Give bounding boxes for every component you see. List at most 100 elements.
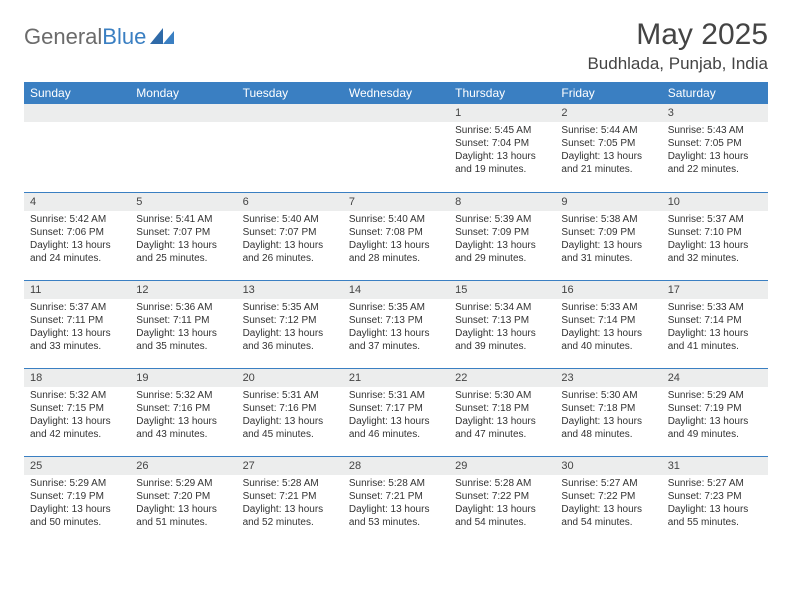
sunrise-text: Sunrise: 5:28 AM	[455, 477, 549, 490]
calendar-day-cell: 10Sunrise: 5:37 AMSunset: 7:10 PMDayligh…	[662, 192, 768, 280]
sunrise-text: Sunrise: 5:30 AM	[455, 389, 549, 402]
day-number: 10	[662, 192, 768, 211]
sunset-text: Sunset: 7:06 PM	[30, 226, 124, 239]
daylight-line1: Daylight: 13 hours	[349, 503, 443, 516]
day-number: 14	[343, 280, 449, 299]
day-details: Sunrise: 5:38 AMSunset: 7:09 PMDaylight:…	[555, 211, 661, 271]
day-details: Sunrise: 5:30 AMSunset: 7:18 PMDaylight:…	[555, 387, 661, 447]
daylight-line2: and 29 minutes.	[455, 252, 549, 265]
weekday-header: Sunday	[24, 82, 130, 104]
daylight-line2: and 43 minutes.	[136, 428, 230, 441]
day-details: Sunrise: 5:33 AMSunset: 7:14 PMDaylight:…	[662, 299, 768, 359]
day-number: 28	[343, 456, 449, 475]
sunrise-text: Sunrise: 5:27 AM	[668, 477, 762, 490]
sunset-text: Sunset: 7:14 PM	[668, 314, 762, 327]
daylight-line1: Daylight: 13 hours	[243, 327, 337, 340]
daylight-line2: and 42 minutes.	[30, 428, 124, 441]
calendar-week-row: 25Sunrise: 5:29 AMSunset: 7:19 PMDayligh…	[24, 456, 768, 544]
day-details: Sunrise: 5:45 AMSunset: 7:04 PMDaylight:…	[449, 122, 555, 182]
day-number	[343, 104, 449, 122]
sunrise-text: Sunrise: 5:44 AM	[561, 124, 655, 137]
daylight-line2: and 22 minutes.	[668, 163, 762, 176]
sunrise-text: Sunrise: 5:29 AM	[30, 477, 124, 490]
daylight-line2: and 49 minutes.	[668, 428, 762, 441]
calendar-week-row: 11Sunrise: 5:37 AMSunset: 7:11 PMDayligh…	[24, 280, 768, 368]
day-number: 26	[130, 456, 236, 475]
calendar-day-cell: 29 Sunrise: 5:28 AMSunset: 7:22 PMDayligh…	[449, 456, 555, 544]
calendar-day-cell: 15Sunrise: 5:34 AMSunset: 7:13 PMDayligh…	[449, 280, 555, 368]
sunset-text: Sunset: 7:11 PM	[30, 314, 124, 327]
calendar-day-cell: 20Sunrise: 5:31 AMSunset: 7:16 PMDayligh…	[237, 368, 343, 456]
calendar-day-cell	[343, 104, 449, 192]
daylight-line2: and 37 minutes.	[349, 340, 443, 353]
daylight-line2: and 51 minutes.	[136, 516, 230, 529]
daylight-line1: Daylight: 13 hours	[455, 415, 549, 428]
sunset-text: Sunset: 7:22 PM	[455, 490, 549, 503]
day-number: 30	[555, 456, 661, 475]
calendar-day-cell: 11Sunrise: 5:37 AMSunset: 7:11 PMDayligh…	[24, 280, 130, 368]
daylight-line2: and 46 minutes.	[349, 428, 443, 441]
day-details: Sunrise: 5:28 AMSunset: 7:21 PMDaylight:…	[237, 475, 343, 535]
daylight-line1: Daylight: 13 hours	[455, 239, 549, 252]
day-number: 25	[24, 456, 130, 475]
daylight-line1: Daylight: 13 hours	[668, 503, 762, 516]
sunset-text: Sunset: 7:05 PM	[561, 137, 655, 150]
day-details: Sunrise: 5:31 AMSunset: 7:16 PMDaylight:…	[237, 387, 343, 447]
daylight-line2: and 26 minutes.	[243, 252, 337, 265]
calendar-day-cell: 1Sunrise: 5:45 AMSunset: 7:04 PMDaylight…	[449, 104, 555, 192]
daylight-line1: Daylight: 13 hours	[136, 239, 230, 252]
daylight-line2: and 54 minutes.	[455, 516, 549, 529]
calendar-day-cell: 26Sunrise: 5:29 AMSunset: 7:20 PMDayligh…	[130, 456, 236, 544]
sunset-text: Sunset: 7:13 PM	[455, 314, 549, 327]
sunset-text: Sunset: 7:18 PM	[455, 402, 549, 415]
sunrise-text: Sunrise: 5:45 AM	[455, 124, 549, 137]
calendar-week-row: 1Sunrise: 5:45 AMSunset: 7:04 PMDaylight…	[24, 104, 768, 192]
daylight-line2: and 32 minutes.	[668, 252, 762, 265]
day-number	[237, 104, 343, 122]
calendar-day-cell: 23Sunrise: 5:30 AMSunset: 7:18 PMDayligh…	[555, 368, 661, 456]
day-details: Sunrise: 5:43 AMSunset: 7:05 PMDaylight:…	[662, 122, 768, 182]
day-number: 13	[237, 280, 343, 299]
weekday-header: Saturday	[662, 82, 768, 104]
calendar-week-row: 18Sunrise: 5:32 AMSunset: 7:15 PMDayligh…	[24, 368, 768, 456]
brand-text-1: General	[24, 24, 102, 50]
day-details: Sunrise: 5:34 AMSunset: 7:13 PMDaylight:…	[449, 299, 555, 359]
daylight-line1: Daylight: 13 hours	[455, 503, 549, 516]
sunrise-text: Sunrise: 5:28 AM	[349, 477, 443, 490]
day-details: Sunrise: 5:31 AMSunset: 7:17 PMDaylight:…	[343, 387, 449, 447]
sunset-text: Sunset: 7:09 PM	[561, 226, 655, 239]
day-details: Sunrise: 5:35 AMSunset: 7:13 PMDaylight:…	[343, 299, 449, 359]
daylight-line1: Daylight: 13 hours	[668, 150, 762, 163]
brand-text-2: Blue	[102, 24, 146, 50]
sunrise-text: Sunrise: 5:33 AM	[668, 301, 762, 314]
day-number	[24, 104, 130, 122]
calendar-day-cell: 24Sunrise: 5:29 AMSunset: 7:19 PMDayligh…	[662, 368, 768, 456]
calendar-day-cell: 5Sunrise: 5:41 AMSunset: 7:07 PMDaylight…	[130, 192, 236, 280]
sunset-text: Sunset: 7:20 PM	[136, 490, 230, 503]
daylight-line1: Daylight: 13 hours	[561, 415, 655, 428]
sunrise-text: Sunrise: 5:32 AM	[30, 389, 124, 402]
sunset-text: Sunset: 7:22 PM	[561, 490, 655, 503]
daylight-line2: and 53 minutes.	[349, 516, 443, 529]
daylight-line1: Daylight: 13 hours	[561, 239, 655, 252]
brand-logo: General Blue	[24, 24, 176, 50]
day-number: 1	[449, 104, 555, 122]
day-number: 4	[24, 192, 130, 211]
day-details: Sunrise: 5:44 AMSunset: 7:05 PMDaylight:…	[555, 122, 661, 182]
daylight-line2: and 25 minutes.	[136, 252, 230, 265]
day-number: 2	[555, 104, 661, 122]
day-details: Sunrise: 5:27 AMSunset: 7:22 PMDaylight:…	[555, 475, 661, 535]
day-number: 12	[130, 280, 236, 299]
day-number: 3	[662, 104, 768, 122]
location-text: Budhlada, Punjab, India	[587, 54, 768, 74]
daylight-line2: and 40 minutes.	[561, 340, 655, 353]
day-details: Sunrise: 5:39 AMSunset: 7:09 PMDaylight:…	[449, 211, 555, 271]
day-details: Sunrise: 5:37 AMSunset: 7:10 PMDaylight:…	[662, 211, 768, 271]
day-details: Sunrise: 5:32 AMSunset: 7:15 PMDaylight:…	[24, 387, 130, 447]
day-details: Sunrise: 5:29 AMSunset: 7:19 PMDaylight:…	[24, 475, 130, 535]
day-details: Sunrise: 5:42 AMSunset: 7:06 PMDaylight:…	[24, 211, 130, 271]
calendar-day-cell: 18Sunrise: 5:32 AMSunset: 7:15 PMDayligh…	[24, 368, 130, 456]
day-number: 9	[555, 192, 661, 211]
day-number: 17	[662, 280, 768, 299]
day-number: 29	[449, 456, 555, 475]
